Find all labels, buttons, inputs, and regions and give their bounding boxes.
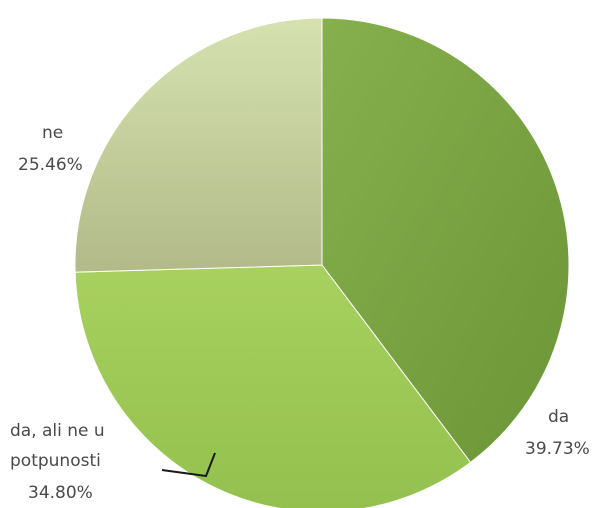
pie-slice-ne bbox=[74, 17, 323, 273]
pie-slices bbox=[74, 17, 570, 508]
pie-slice-da-ali-ne-u-potpunosti bbox=[74, 264, 472, 508]
pie-slice-da bbox=[321, 17, 570, 464]
slice-value-da-ali: 34.80% bbox=[28, 483, 93, 503]
leader-line bbox=[161, 452, 216, 478]
slice-label-ne: ne bbox=[42, 123, 63, 143]
slice-label-da: da bbox=[548, 407, 569, 427]
slice-label-da-ali-line1: da, ali ne u bbox=[10, 421, 105, 441]
slice-value-ne: 25.46% bbox=[18, 155, 83, 175]
slice-label-da-ali-line2: potpunosti bbox=[10, 451, 101, 471]
slice-value-da: 39.73% bbox=[525, 439, 590, 459]
